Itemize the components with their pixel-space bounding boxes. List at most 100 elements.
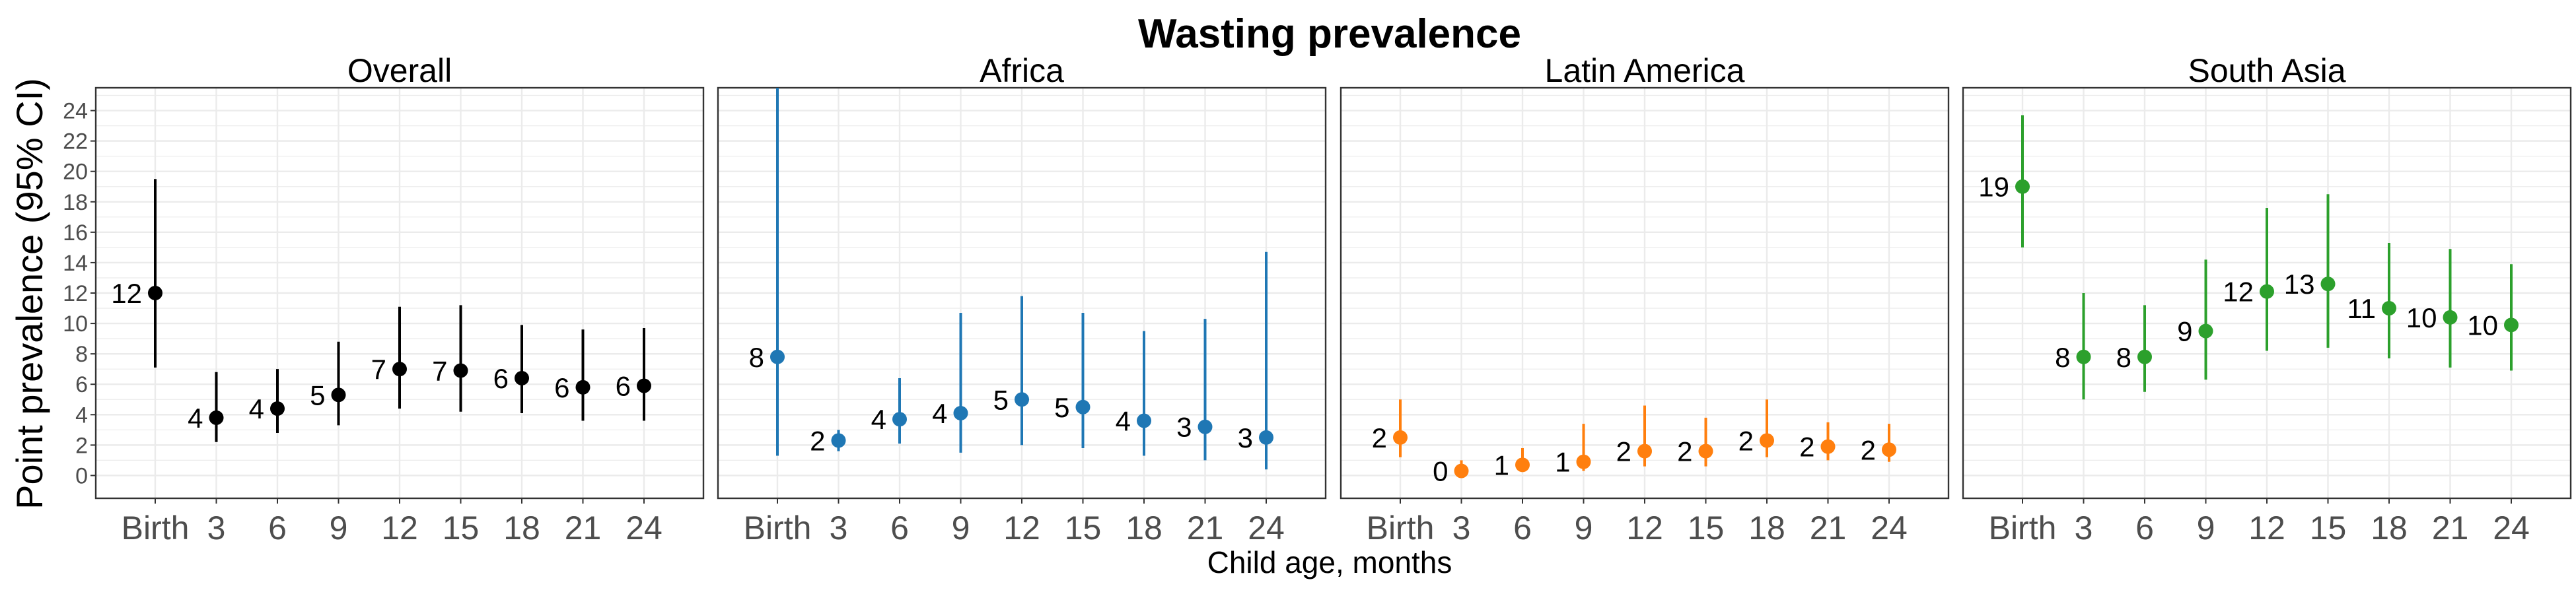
data-label: 7 [371, 354, 386, 385]
y-axis-title: Point prevalence (95% CI) [9, 78, 50, 510]
y-tick-label: 4 [75, 403, 88, 428]
data-label: 19 [1978, 172, 2009, 203]
data-label: 3 [1176, 412, 1192, 443]
data-point [1882, 442, 1896, 457]
data-label: 2 [810, 425, 825, 456]
data-label: 4 [871, 404, 886, 435]
x-tick-label: 24 [1871, 510, 1908, 546]
x-tick-label: 6 [1513, 510, 1532, 546]
panel-south-asia: South Asia Birth 3 6 9 12 15 18 21 24 19 8 8 9 12 13 11 1… [1962, 52, 2572, 546]
data-label: 12 [2223, 277, 2254, 308]
data-label: 13 [2284, 269, 2315, 300]
data-label: 10 [2406, 302, 2437, 333]
data-point [770, 349, 785, 364]
data-point [2443, 310, 2458, 325]
data-point [1637, 444, 1652, 459]
x-tick-label: 9 [1575, 510, 1593, 546]
y-tick-label: 0 [75, 463, 88, 488]
data-point [209, 410, 224, 425]
x-tick-label: 15 [1065, 510, 1102, 546]
data-label: 12 [111, 278, 142, 309]
x-tick-label: 18 [2371, 510, 2408, 546]
x-tick-label: Birth [122, 510, 190, 546]
y-tick-label: 8 [75, 342, 88, 367]
data-point [1259, 430, 1273, 445]
chart-title: Wasting prevalence [1138, 11, 1521, 57]
panel-overall: Overall 0 24 6 8 10 12 14 16 18 20 22 24 Birth 3 6 9 12 15… [63, 52, 705, 546]
x-axis-title: Child age, months [1207, 545, 1452, 579]
data-point [2260, 284, 2274, 299]
panel-title: South Asia [2188, 52, 2345, 89]
y-tick-label: 22 [63, 129, 88, 154]
data-point [1015, 392, 1029, 407]
data-point [2504, 317, 2519, 333]
data-label: 2 [1738, 425, 1754, 456]
x-tick-label: 24 [2493, 510, 2530, 546]
x-tick-label: Birth [744, 510, 812, 546]
x-tick-label: 21 [1810, 510, 1847, 546]
data-point [1198, 419, 1213, 434]
data-label: 5 [1054, 392, 1069, 423]
data-point [331, 387, 346, 403]
data-label: 4 [1116, 406, 1131, 437]
y-tick-label: 18 [63, 190, 88, 215]
y-tick-label: 6 [75, 372, 88, 397]
x-tick-label: 6 [2135, 510, 2154, 546]
data-point [270, 401, 285, 416]
data-label: 2 [1372, 422, 1387, 453]
data-label: 8 [749, 342, 764, 373]
x-tick-label: 12 [1626, 510, 1663, 546]
data-label: 0 [1433, 456, 1448, 487]
data-point [1698, 444, 1713, 459]
x-tick-label: 15 [1688, 510, 1725, 546]
data-point [892, 412, 907, 427]
data-point [1576, 454, 1591, 469]
data-label: 6 [554, 372, 569, 403]
x-tick-label: 3 [207, 510, 226, 546]
data-point [2015, 179, 2030, 194]
data-label: 2 [1616, 436, 1631, 467]
data-point [453, 363, 468, 378]
data-label: 5 [310, 380, 325, 411]
x-tick-label: 6 [268, 510, 287, 546]
y-tick-label: 16 [63, 220, 88, 246]
panel-title: Latin America [1545, 52, 1745, 89]
y-tick-label: 24 [63, 99, 88, 124]
x-tick-label: 3 [1452, 510, 1471, 546]
x-tick-label: 21 [2432, 510, 2469, 546]
x-tick-label: 9 [330, 510, 348, 546]
data-point [2382, 301, 2396, 316]
data-label: 3 [1238, 422, 1253, 453]
x-tick-label: 15 [443, 510, 480, 546]
x-tick-label: 18 [1748, 510, 1785, 546]
data-point [575, 380, 590, 395]
data-label: 4 [932, 398, 947, 429]
data-point [637, 378, 651, 393]
data-label: 7 [432, 355, 447, 386]
x-tick-label: 12 [381, 510, 418, 546]
x-tick-label: 24 [1248, 510, 1285, 546]
data-label: 4 [249, 393, 264, 424]
data-point [1137, 413, 1151, 428]
x-tick-label: 21 [565, 510, 602, 546]
y-tick-label: 20 [63, 160, 88, 185]
x-tick-label: 24 [626, 510, 662, 546]
data-label: 2 [1861, 434, 1876, 465]
data-point [392, 362, 407, 377]
x-tick-label: 21 [1187, 510, 1224, 546]
y-tick-label: 14 [63, 251, 88, 276]
y-tick-label: 12 [63, 281, 88, 306]
data-point [1393, 430, 1408, 445]
data-point [515, 371, 529, 386]
data-point [2137, 349, 2152, 364]
x-tick-label: 18 [1126, 510, 1163, 546]
data-label: 2 [1799, 432, 1814, 463]
y-tick-label: 10 [63, 312, 88, 337]
data-point [1515, 457, 1530, 473]
x-tick-label: 12 [1003, 510, 1040, 546]
panel-title: Overall [347, 52, 452, 89]
